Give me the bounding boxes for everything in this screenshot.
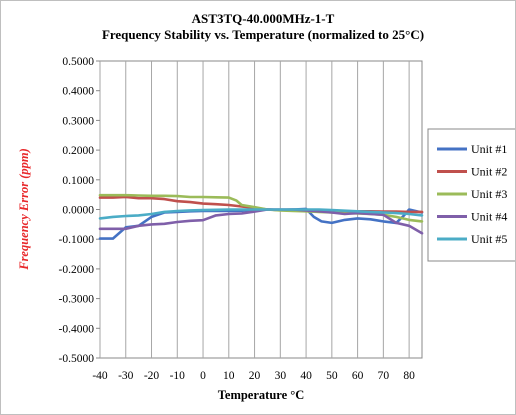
y-tick-label: 0.2000	[62, 145, 94, 157]
x-tick-label: 70	[378, 370, 390, 382]
x-axis-label: Temperature °C	[218, 388, 305, 402]
chart-title: AST3TQ-40.000MHz-1-T	[192, 11, 335, 26]
chart-subtitle: Frequency Stability vs. Temperature (nor…	[102, 27, 424, 42]
x-tick-label: 50	[326, 370, 338, 382]
x-tick-label: 40	[300, 370, 312, 382]
x-tick-label: -10	[170, 370, 186, 382]
y-tick-label: -0.4000	[59, 323, 95, 335]
y-tick-label: -0.3000	[59, 294, 95, 306]
y-tick-label: 0.0000	[62, 205, 94, 217]
y-axis-label: Frequency Error (ppm)	[17, 148, 31, 271]
y-tick-label: -0.5000	[59, 353, 95, 365]
y-tick-label: -0.2000	[59, 264, 95, 276]
y-tick-labels: 0.5000 0.4000 0.3000 0.2000 0.1000 0.0000 -0.1…	[59, 56, 95, 365]
x-tick-label: 20	[249, 370, 261, 382]
x-tick-label: 10	[223, 370, 235, 382]
x-tick-label: 60	[352, 370, 364, 382]
y-tick-label: 0.1000	[62, 175, 94, 187]
x-tick-label: -30	[118, 370, 134, 382]
legend-label-unit-3: Unit #3	[471, 187, 507, 201]
x-tick-label: 0	[200, 370, 206, 382]
y-tick-label: 0.5000	[62, 56, 94, 68]
legend-label-unit-1: Unit #1	[471, 142, 507, 156]
series-lines	[98, 193, 424, 240]
x-tick-label: 30	[275, 370, 287, 382]
x-tick-labels: -40 -30 -20 -10 0 10 20 30 40 50 60 70 80	[92, 370, 415, 382]
x-tick-label: 80	[403, 370, 415, 382]
y-tick-label: 0.3000	[62, 115, 94, 127]
y-tick-label: -0.1000	[59, 234, 95, 246]
x-tick-label: -20	[144, 370, 160, 382]
legend-label-unit-4: Unit #4	[471, 210, 507, 224]
series-line-unit-5	[98, 208, 424, 220]
legend: Unit #1 Unit #2 Unit #3 Unit #4 Unit #5	[437, 142, 507, 246]
x-tick-label: -40	[92, 370, 108, 382]
legend-label-unit-5: Unit #5	[471, 232, 507, 246]
legend-label-unit-2: Unit #2	[471, 165, 507, 179]
y-tick-label: 0.4000	[62, 86, 94, 98]
